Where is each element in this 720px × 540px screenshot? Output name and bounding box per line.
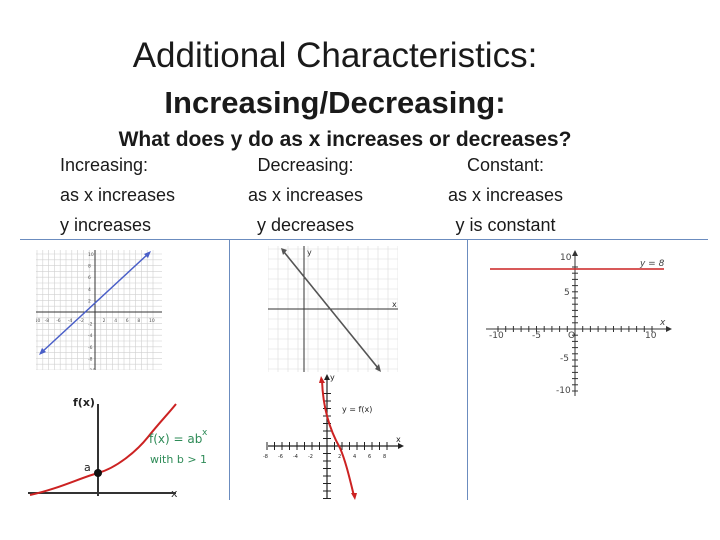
x-tick-label: 8 — [137, 318, 140, 324]
x-axis-label: x — [392, 300, 397, 309]
x-axis-label: x — [171, 487, 178, 500]
y-tick-neg10: -10 — [556, 386, 571, 396]
exponential-formula: f(x) = ab — [149, 432, 202, 446]
y-tick-label: -2 — [88, 322, 93, 328]
y-tick-neg5: -5 — [560, 354, 569, 364]
tick-marks — [266, 393, 388, 499]
increasing-heading: Increasing: — [60, 155, 149, 175]
curve-arrow-top — [319, 376, 325, 383]
exponential-condition: with b > 1 — [150, 453, 207, 466]
y-axis-label: y — [307, 248, 312, 257]
grid-lines — [36, 250, 162, 370]
y-tick-label: -4 — [88, 333, 93, 339]
x-tick-label: -8 — [263, 454, 268, 460]
y-tick-10: 10 — [560, 253, 572, 263]
y-intercept-point — [94, 469, 102, 477]
x-tick-label: 4 — [353, 454, 356, 460]
constant-line-label: y = 8 — [639, 259, 665, 269]
constant-line2: y is constant — [455, 215, 556, 235]
column-divider-2 — [467, 240, 468, 500]
decreasing-linear-graph: x y — [268, 246, 398, 372]
y-tick-label: 8 — [88, 264, 91, 270]
x-axis-arrow — [398, 443, 404, 449]
exponential-curve — [29, 403, 177, 496]
y-tick-label: -6 — [88, 345, 93, 351]
x-tick-labels: -10 -8 -6 -4 -2 2 4 6 8 10 — [36, 318, 155, 324]
x-tick-10: 10 — [645, 331, 657, 341]
exponential-graph: f(x) x a f(x) = ab x with b > 1 — [28, 396, 208, 500]
table-horizontal-divider — [20, 239, 708, 240]
arrowhead-top — [281, 248, 287, 255]
formula-exponent: x — [202, 428, 208, 438]
x-tick-label: 10 — [149, 318, 155, 324]
y-tick-label: 6 — [88, 275, 91, 281]
y-axis-label: f(x) — [73, 396, 95, 409]
x-tick-label: -2 — [79, 318, 84, 324]
constant-graph: y = 8 10 5 -5 -10 -10 -5 O 10 x — [486, 250, 672, 396]
slide-title-line2: Increasing/Decreasing: — [164, 85, 506, 120]
decreasing-line2: y decreases — [257, 215, 355, 235]
y-tick-label: 2 — [88, 298, 91, 304]
increasing-line2: y increases — [60, 215, 152, 235]
arrowhead-top — [144, 251, 151, 258]
y-tick-label: -8 — [88, 356, 93, 362]
x-tick-label: -8 — [45, 318, 50, 324]
function-label: y = f(x) — [342, 405, 372, 414]
decreasing-curve-graph: -8 -6 -4 -2 2 4 6 8 y x y = f(x) — [263, 373, 404, 500]
x-tick-neg10: -10 — [489, 331, 504, 341]
y-tick-label: -10 — [88, 368, 95, 370]
y-axis-arrow — [324, 374, 330, 380]
x-tick-label: 2 — [338, 454, 341, 460]
y-tick-label: 4 — [88, 287, 91, 293]
x-tick-neg5: -5 — [532, 331, 541, 341]
y-tick-5: 5 — [564, 288, 570, 298]
y-axis-arrow — [572, 250, 578, 256]
x-tick-labels: -8 -6 -4 -2 2 4 6 8 — [263, 454, 386, 460]
increasing-linear-graph: -10 -8 -6 -4 -2 2 4 6 8 10 10 8 6 4 2 -2 -4 -6 -8 -10 — [36, 250, 162, 370]
arrowhead-bottom — [39, 348, 46, 355]
x-axis-label: x — [396, 435, 401, 444]
decreasing-line — [283, 251, 379, 369]
x-tick-label: 6 — [126, 318, 129, 324]
y-axis-label: y — [330, 373, 335, 382]
tick-marks — [497, 266, 653, 392]
constant-heading: Constant: — [467, 155, 545, 175]
x-axis-arrow — [666, 326, 672, 332]
x-tick-label: -10 — [36, 318, 40, 324]
x-tick-label: 4 — [114, 318, 117, 324]
constant-line1: as x increases — [448, 185, 564, 205]
y-tick-labels: 10 8 6 4 2 -2 -4 -6 -8 -10 — [88, 252, 95, 370]
increasing-line1: as x increases — [60, 185, 176, 205]
slide-title-line1: Additional Characteristics: — [132, 36, 538, 75]
decreasing-column: Decreasing: as x increases y decreases — [248, 150, 363, 240]
decreasing-heading: Decreasing: — [257, 155, 354, 175]
x-tick-label: -6 — [56, 318, 61, 324]
x-tick-label: 6 — [368, 454, 371, 460]
increasing-line — [41, 253, 149, 353]
x-tick-label: -2 — [308, 454, 313, 460]
x-tick-label: -6 — [278, 454, 283, 460]
x-tick-label: -4 — [293, 454, 298, 460]
x-axis-label: x — [659, 318, 666, 328]
origin-label: O — [568, 331, 575, 341]
point-label: a — [84, 461, 91, 474]
x-tick-label: 8 — [383, 454, 386, 460]
decreasing-curve — [321, 379, 355, 497]
x-tick-label: 2 — [103, 318, 106, 324]
column-divider-1 — [229, 240, 230, 500]
arrowhead-bottom — [375, 364, 381, 372]
curve-arrow-bottom — [351, 493, 357, 500]
slide-subtitle: What does y do as x increases or decreas… — [118, 128, 572, 151]
increasing-column: Increasing: as x increases y increases — [60, 150, 175, 240]
constant-column: Constant: as x increases y is constant — [448, 150, 563, 240]
x-tick-label: -4 — [68, 318, 73, 324]
decreasing-line1: as x increases — [248, 185, 364, 205]
y-tick-label: 10 — [88, 252, 94, 258]
